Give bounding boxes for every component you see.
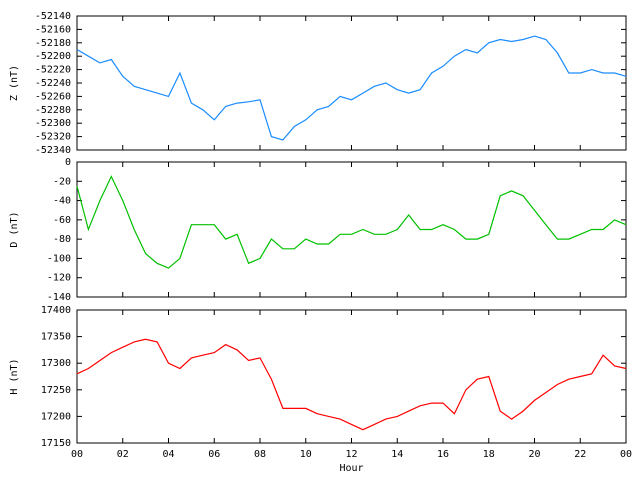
- x-axis-label: Hour: [339, 463, 363, 474]
- y-tick-label: -52320: [35, 132, 71, 143]
- y-tick-label: 17300: [41, 358, 71, 369]
- y-tick-label: -40: [53, 196, 71, 207]
- x-tick-label: 02: [117, 449, 129, 460]
- plot-frame: [76, 161, 627, 298]
- x-tick-label: 22: [574, 449, 586, 460]
- y-tick-label: -100: [47, 253, 71, 264]
- y-axis-label: H (nT): [9, 358, 20, 394]
- y-tick-label: -120: [47, 273, 71, 284]
- y-tick-label: -52220: [35, 65, 71, 76]
- y-tick-label: -52180: [35, 38, 71, 49]
- x-tick-label: 12: [345, 449, 357, 460]
- y-tick-label: -20: [53, 176, 71, 187]
- y-tick-label: -52300: [35, 118, 71, 129]
- y-tick-label: -52340: [35, 145, 71, 156]
- y-tick-label: -52140: [35, 11, 71, 22]
- y-tick-label: 17400: [41, 305, 71, 316]
- y-tick-label: -52200: [35, 51, 71, 62]
- y-tick-label: -80: [53, 234, 71, 245]
- x-tick-label: 16: [437, 449, 449, 460]
- y-tick-label: -52240: [35, 78, 71, 89]
- x-tick-label: 08: [254, 449, 266, 460]
- x-tick-label: 00: [71, 449, 83, 460]
- data-line: [76, 338, 627, 431]
- plot-frame: [76, 309, 627, 444]
- y-tick-label: -140: [47, 292, 71, 303]
- x-tick-label: 06: [208, 449, 220, 460]
- y-tick-label: -52260: [35, 91, 71, 102]
- y-axis-label: Z (nT): [9, 65, 20, 101]
- y-tick-label: 0: [65, 157, 71, 168]
- x-tick-label: 14: [391, 449, 403, 460]
- x-tick-label: 04: [162, 449, 174, 460]
- data-line: [76, 175, 627, 269]
- y-tick-label: -52160: [35, 24, 71, 35]
- x-tick-label: 00: [620, 449, 632, 460]
- y-tick-label: 17150: [41, 438, 71, 449]
- y-tick-label: 17250: [41, 385, 71, 396]
- y-tick-label: -60: [53, 215, 71, 226]
- data-line: [76, 35, 627, 141]
- x-tick-label: 10: [300, 449, 312, 460]
- y-tick-label: 17200: [41, 411, 71, 422]
- y-tick-label: 17350: [41, 332, 71, 343]
- x-tick-label: 20: [528, 449, 540, 460]
- plot-frame: [76, 15, 627, 151]
- y-tick-label: -52280: [35, 105, 71, 116]
- y-axis-label: D (nT): [9, 211, 20, 247]
- x-tick-label: 18: [483, 449, 495, 460]
